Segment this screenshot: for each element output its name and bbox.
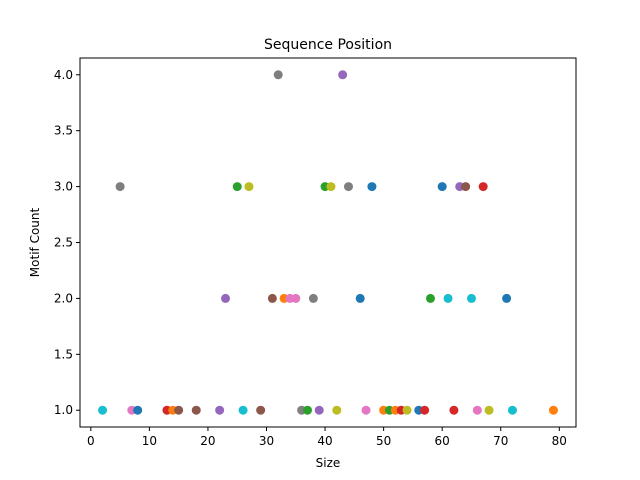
scatter-point [314, 405, 324, 415]
scatter-point [303, 405, 312, 415]
plot-area [80, 58, 576, 427]
scatter-point [256, 405, 266, 415]
y-tick-label: 1.5 [54, 347, 73, 361]
scatter-point [332, 405, 342, 415]
points-layer [98, 70, 558, 415]
y-axis-label: Motif Count [28, 208, 42, 278]
x-tick-label: 70 [493, 434, 508, 448]
scatter-point [484, 405, 494, 415]
scatter-point [191, 405, 201, 415]
scatter-point [326, 182, 336, 192]
y-tick-label: 2.0 [54, 291, 73, 305]
x-axis-label: Size [316, 456, 341, 470]
scatter-point [472, 405, 482, 415]
scatter-point [402, 405, 412, 415]
x-tick-label: 20 [200, 434, 215, 448]
scatter-point [420, 405, 430, 415]
chart-title: Sequence Position [264, 37, 392, 53]
scatter-point [232, 182, 242, 192]
scatter-point [443, 293, 453, 303]
x-axis: 0 10 20 30 40 50 60 70 80 [87, 427, 567, 448]
scatter-point [344, 182, 353, 192]
scatter-point [238, 405, 248, 415]
scatter-point [244, 182, 254, 192]
scatter-point [267, 293, 277, 303]
x-tick-label: 30 [259, 434, 274, 448]
scatter-point [215, 405, 225, 415]
scatter-point [133, 405, 143, 415]
scatter-point [466, 293, 476, 303]
scatter-point [437, 182, 447, 192]
scatter-point [174, 405, 184, 415]
y-tick-label: 2.5 [54, 236, 73, 250]
scatter-point [425, 293, 435, 303]
x-tick-label: 80 [552, 434, 567, 448]
scatter-point [367, 182, 377, 192]
scatter-point [98, 405, 108, 415]
y-tick-label: 1.0 [54, 403, 73, 417]
x-tick-label: 60 [435, 434, 450, 448]
scatter-point [449, 405, 459, 415]
x-tick-label: 10 [142, 434, 157, 448]
scatter-point [115, 182, 125, 192]
scatter-point [291, 293, 301, 303]
x-tick-label: 0 [87, 434, 95, 448]
scatter-point [338, 70, 348, 80]
scatter-point [502, 293, 512, 303]
scatter-point [308, 293, 318, 303]
scatter-point [221, 293, 231, 303]
x-tick-label: 40 [317, 434, 332, 448]
y-tick-label: 3.5 [54, 124, 73, 138]
y-tick-label: 4.0 [54, 68, 73, 82]
y-tick-label: 3.0 [54, 180, 73, 194]
scatter-point [478, 182, 488, 192]
plot-frame [79, 57, 577, 428]
scatter-point [273, 70, 283, 80]
y-axis: 1.0 1.5 2.0 2.5 3.0 3.5 4.0 [54, 68, 80, 417]
scatter-point [507, 405, 517, 415]
scatter-point [461, 182, 471, 192]
scatter-point [548, 405, 558, 415]
x-tick-label: 50 [376, 434, 391, 448]
scatter-point [355, 293, 365, 303]
scatter-point [361, 405, 371, 415]
